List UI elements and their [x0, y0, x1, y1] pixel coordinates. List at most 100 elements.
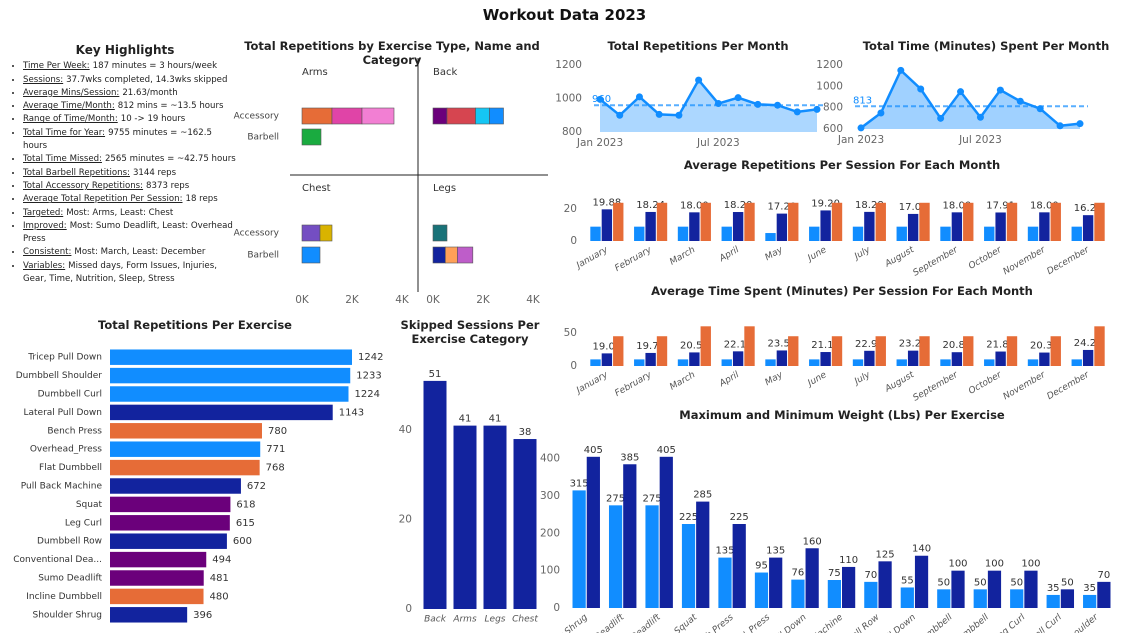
x-tick-label: December: [1045, 369, 1092, 402]
highlight-text: 187 minutes = 3 hours/week: [92, 61, 218, 72]
highlight-text: Most: March, Least: December: [74, 247, 206, 258]
highlight-text: 8373 reps: [146, 180, 190, 191]
bar: [732, 351, 744, 366]
data-label: 396: [193, 610, 212, 621]
bar: [1060, 589, 1075, 608]
category-label: Dumbbell Curl: [38, 390, 102, 400]
y-tick-label: 1200: [555, 59, 582, 71]
bar: [827, 580, 841, 608]
panel-title: Legs: [433, 183, 456, 194]
data-label: 70: [864, 570, 877, 581]
x-tick-label: 0K: [295, 294, 310, 306]
bar: [689, 212, 700, 241]
x-tick-label: Jan 2023: [576, 137, 623, 149]
bar: [732, 212, 744, 241]
highlight-text: 9755 minutes = ~162.5 hours: [23, 127, 212, 152]
bar: [110, 478, 241, 494]
area: [861, 70, 1080, 129]
bar: [1071, 226, 1082, 241]
bar: [110, 349, 352, 365]
bar: [963, 336, 974, 366]
bar: [788, 336, 799, 366]
data-label: 35: [1047, 583, 1060, 594]
data-label: 18.00: [680, 200, 709, 211]
highlight-text: Most: Arms, Least: Chest: [66, 207, 174, 218]
bar: [110, 533, 227, 549]
data-label: 615: [236, 518, 255, 529]
data-label: 18.24: [636, 200, 665, 211]
highlight-text: 37.7wks completed, 14.3wks skipped: [66, 74, 228, 85]
x-tick-label: 4K: [395, 294, 410, 306]
x-tick-label: April: [717, 245, 741, 265]
highlight-label: Total Time Missed:: [23, 154, 102, 165]
point: [996, 86, 1004, 94]
bar: [721, 226, 732, 241]
x-tick-label: 4K: [526, 294, 541, 306]
key-highlights: Key Highlights Time Per Week:187 minutes…: [14, 43, 236, 286]
x-tick-label: September: [912, 369, 961, 403]
y-tick-label: 0: [570, 235, 577, 247]
bar: [700, 202, 711, 241]
x-tick-label: November: [1002, 244, 1049, 277]
bar: [1094, 202, 1105, 241]
bar: [878, 561, 892, 608]
y-tick-label: 400: [540, 453, 560, 465]
bar: [110, 367, 351, 384]
highlight-item: Average Mins/Session:21.63/month: [23, 87, 236, 100]
data-label: 481: [210, 573, 229, 584]
bar: [110, 515, 230, 531]
data-label: 21.11: [811, 340, 840, 351]
data-label: 385: [620, 452, 639, 463]
highlight-item: Consistent:Most: March, Least: December: [23, 246, 236, 259]
data-label: 50: [937, 577, 950, 588]
bar: [896, 359, 907, 366]
data-label: 225: [730, 512, 749, 523]
y-tick-label: 1000: [555, 93, 582, 105]
bar: [677, 359, 689, 366]
chart-title: Average Repetitions Per Session For Each…: [683, 158, 1001, 172]
bar: [875, 336, 886, 366]
bar: [951, 352, 963, 366]
bar: [744, 202, 755, 241]
data-label: 19.06: [593, 341, 622, 352]
data-label: 18.00: [943, 200, 972, 211]
x-tick-label: March: [668, 245, 697, 268]
highlight-label: Sessions:: [23, 74, 64, 85]
highlight-label: Improved:: [23, 220, 67, 231]
y-tick-label: 40: [399, 424, 412, 436]
highlight-text: 18 reps: [185, 194, 218, 205]
point: [877, 109, 885, 117]
x-tick-label: Squat: [673, 612, 700, 633]
bar: [623, 464, 637, 608]
category-label: Accessory: [234, 112, 280, 122]
data-label: 20.85: [943, 340, 972, 351]
x-tick-label: January: [573, 245, 610, 272]
highlight-label: Average Total Repetition Per Session:: [23, 194, 183, 205]
category-label: Leg Curl: [65, 518, 102, 528]
bar: [1006, 202, 1018, 241]
data-label: 494: [212, 555, 231, 566]
x-tick-label: 2K: [476, 294, 491, 306]
bar-segment: [331, 107, 363, 125]
bar: [1082, 215, 1094, 241]
category-label: Barbell: [247, 133, 279, 143]
x-tick-label: Arms: [452, 615, 477, 625]
x-tick-label: 0K: [426, 294, 441, 306]
bar: [791, 579, 805, 608]
bar: [572, 490, 586, 608]
bar: [987, 570, 1002, 608]
x-tick-label: Jul 2023: [696, 137, 740, 149]
bar: [937, 589, 951, 608]
bar: [608, 505, 623, 608]
data-label: 135: [715, 546, 734, 557]
highlight-item: Improved:Most: Sumo Deadlift, Least: Ove…: [23, 220, 236, 247]
x-tick-label: Shoulder Shrug: [530, 612, 590, 633]
bar: [864, 581, 878, 608]
data-label: 771: [266, 444, 285, 455]
bar: [973, 589, 987, 608]
highlight-item: Average Total Repetition Per Session:18 …: [23, 193, 236, 206]
x-tick-label: June: [805, 370, 829, 390]
data-label: 160: [803, 536, 822, 547]
bar: [744, 326, 755, 366]
x-tick-label: November: [1002, 369, 1049, 402]
